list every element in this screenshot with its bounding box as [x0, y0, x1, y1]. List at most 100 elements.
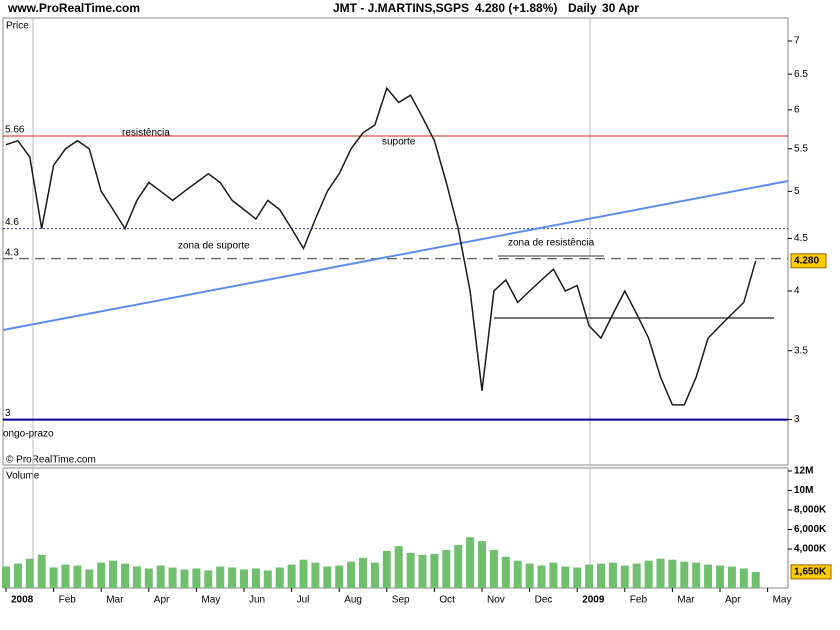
- last-price-label: 4.280: [794, 255, 819, 266]
- volume-bar: [478, 541, 486, 588]
- volume-bar: [632, 563, 641, 588]
- y-tick-label: 7: [794, 36, 800, 47]
- volume-bar: [442, 549, 451, 588]
- annotation: resistência: [122, 128, 170, 139]
- volume-bar: [240, 569, 248, 588]
- last-volume-tag: [790, 564, 832, 580]
- date: 30 Apr: [602, 1, 639, 15]
- y-tick-label: 5: [794, 186, 800, 197]
- volume-bar: [537, 565, 546, 588]
- volume-bar: [228, 567, 237, 588]
- annotation: ongo-prazo: [3, 429, 54, 440]
- y-tick-label: 4.5: [794, 233, 808, 244]
- annotation: zona de suporte: [178, 241, 250, 252]
- x-tick-label: Dec: [535, 595, 553, 606]
- x-tick-label: Feb: [59, 595, 77, 606]
- y-tick-label: 3.5: [794, 345, 808, 356]
- volume-bar: [716, 565, 724, 588]
- volume-bar: [620, 565, 629, 588]
- volume-bar: [406, 552, 415, 588]
- x-tick-label: Jul: [297, 595, 310, 606]
- volume-bar: [525, 563, 534, 588]
- volume-bar: [335, 565, 344, 588]
- volume-bar: [311, 562, 320, 588]
- volume-bar: [561, 566, 570, 588]
- x-tick-label: Nov: [487, 595, 505, 606]
- volume-bar: [370, 562, 379, 588]
- level-label: 4.6: [5, 217, 19, 228]
- volume-bar: [37, 554, 46, 588]
- quote: 4.280 (+1.88%): [475, 1, 557, 15]
- volume-bar: [704, 564, 713, 588]
- x-tick-label: Sep: [392, 595, 410, 606]
- x-tick-label: 2009: [582, 595, 605, 606]
- volume-bar: [168, 567, 177, 588]
- volume-bar: [418, 554, 427, 588]
- volume-bar: [251, 568, 260, 588]
- volume-bar: [216, 566, 225, 588]
- volume-bar: [97, 562, 106, 588]
- price-label: Price: [6, 21, 29, 32]
- volume-bar: [513, 560, 522, 588]
- volume-bar: [501, 556, 510, 588]
- volume-bar: [608, 562, 617, 588]
- volume-bar: [13, 563, 22, 588]
- trend-line: [2, 180, 789, 331]
- volume-bar: [299, 559, 308, 588]
- price-line: [5, 86, 757, 406]
- y-tick-label: 6: [794, 105, 800, 116]
- level-label: 4.3: [5, 247, 19, 258]
- volume-bar: [192, 568, 201, 588]
- y2-tick-label: 8,000K: [794, 505, 827, 516]
- volume-bar: [73, 565, 82, 588]
- volume-bar: [727, 566, 736, 588]
- level-label: 5.66: [5, 125, 25, 136]
- volume-bar: [359, 557, 367, 588]
- volume-bar: [680, 561, 689, 588]
- volume-bar: [668, 559, 677, 588]
- x-tick-label: Apr: [154, 595, 170, 606]
- price-panel: [2, 17, 789, 466]
- y-tick-label: 5.5: [794, 143, 808, 154]
- volume-bar: [454, 545, 463, 588]
- y2-tick-label: 10M: [794, 485, 813, 496]
- volume-bar: [144, 568, 153, 588]
- x-tick-label: Jun: [249, 595, 265, 606]
- volume-bar: [275, 567, 284, 588]
- x-tick-label: Oct: [439, 595, 455, 606]
- volume-bar: [263, 570, 272, 588]
- annotation: zona de resistência: [508, 238, 595, 249]
- volume-bar: [180, 569, 189, 588]
- volume-bar: [61, 564, 70, 588]
- volume-bar: [656, 558, 665, 588]
- y2-tick-label: 4,000K: [794, 544, 827, 555]
- volume-bar: [25, 558, 34, 588]
- volume-bar: [751, 571, 760, 588]
- x-tick-label: Apr: [725, 595, 741, 606]
- volume-bar: [85, 569, 94, 588]
- annotation: suporte: [382, 137, 416, 148]
- volume-bar: [739, 568, 748, 588]
- period: Daily: [568, 1, 597, 15]
- volume-bar: [489, 549, 498, 588]
- volume-bar: [49, 567, 58, 588]
- volume-bar: [287, 564, 296, 588]
- volume-bar: [644, 560, 653, 588]
- volume-bar: [692, 562, 701, 588]
- instrument: JMT - J.MARTINS,SGPS: [333, 1, 469, 15]
- volume-bar: [549, 562, 558, 588]
- volume-bar: [347, 561, 356, 588]
- y-tick-label: 4: [794, 286, 800, 297]
- volume-bar: [204, 570, 213, 588]
- x-tick-label: 2008: [11, 595, 34, 606]
- volume-bar: [466, 537, 475, 588]
- volume-bar: [132, 566, 141, 588]
- volume-bar: [430, 553, 439, 588]
- x-tick-label: Aug: [344, 595, 362, 606]
- y2-tick-label: 6,000K: [794, 524, 827, 535]
- volume-bar: [121, 563, 129, 588]
- volume-bar: [156, 565, 165, 588]
- volume-bar: [382, 550, 391, 588]
